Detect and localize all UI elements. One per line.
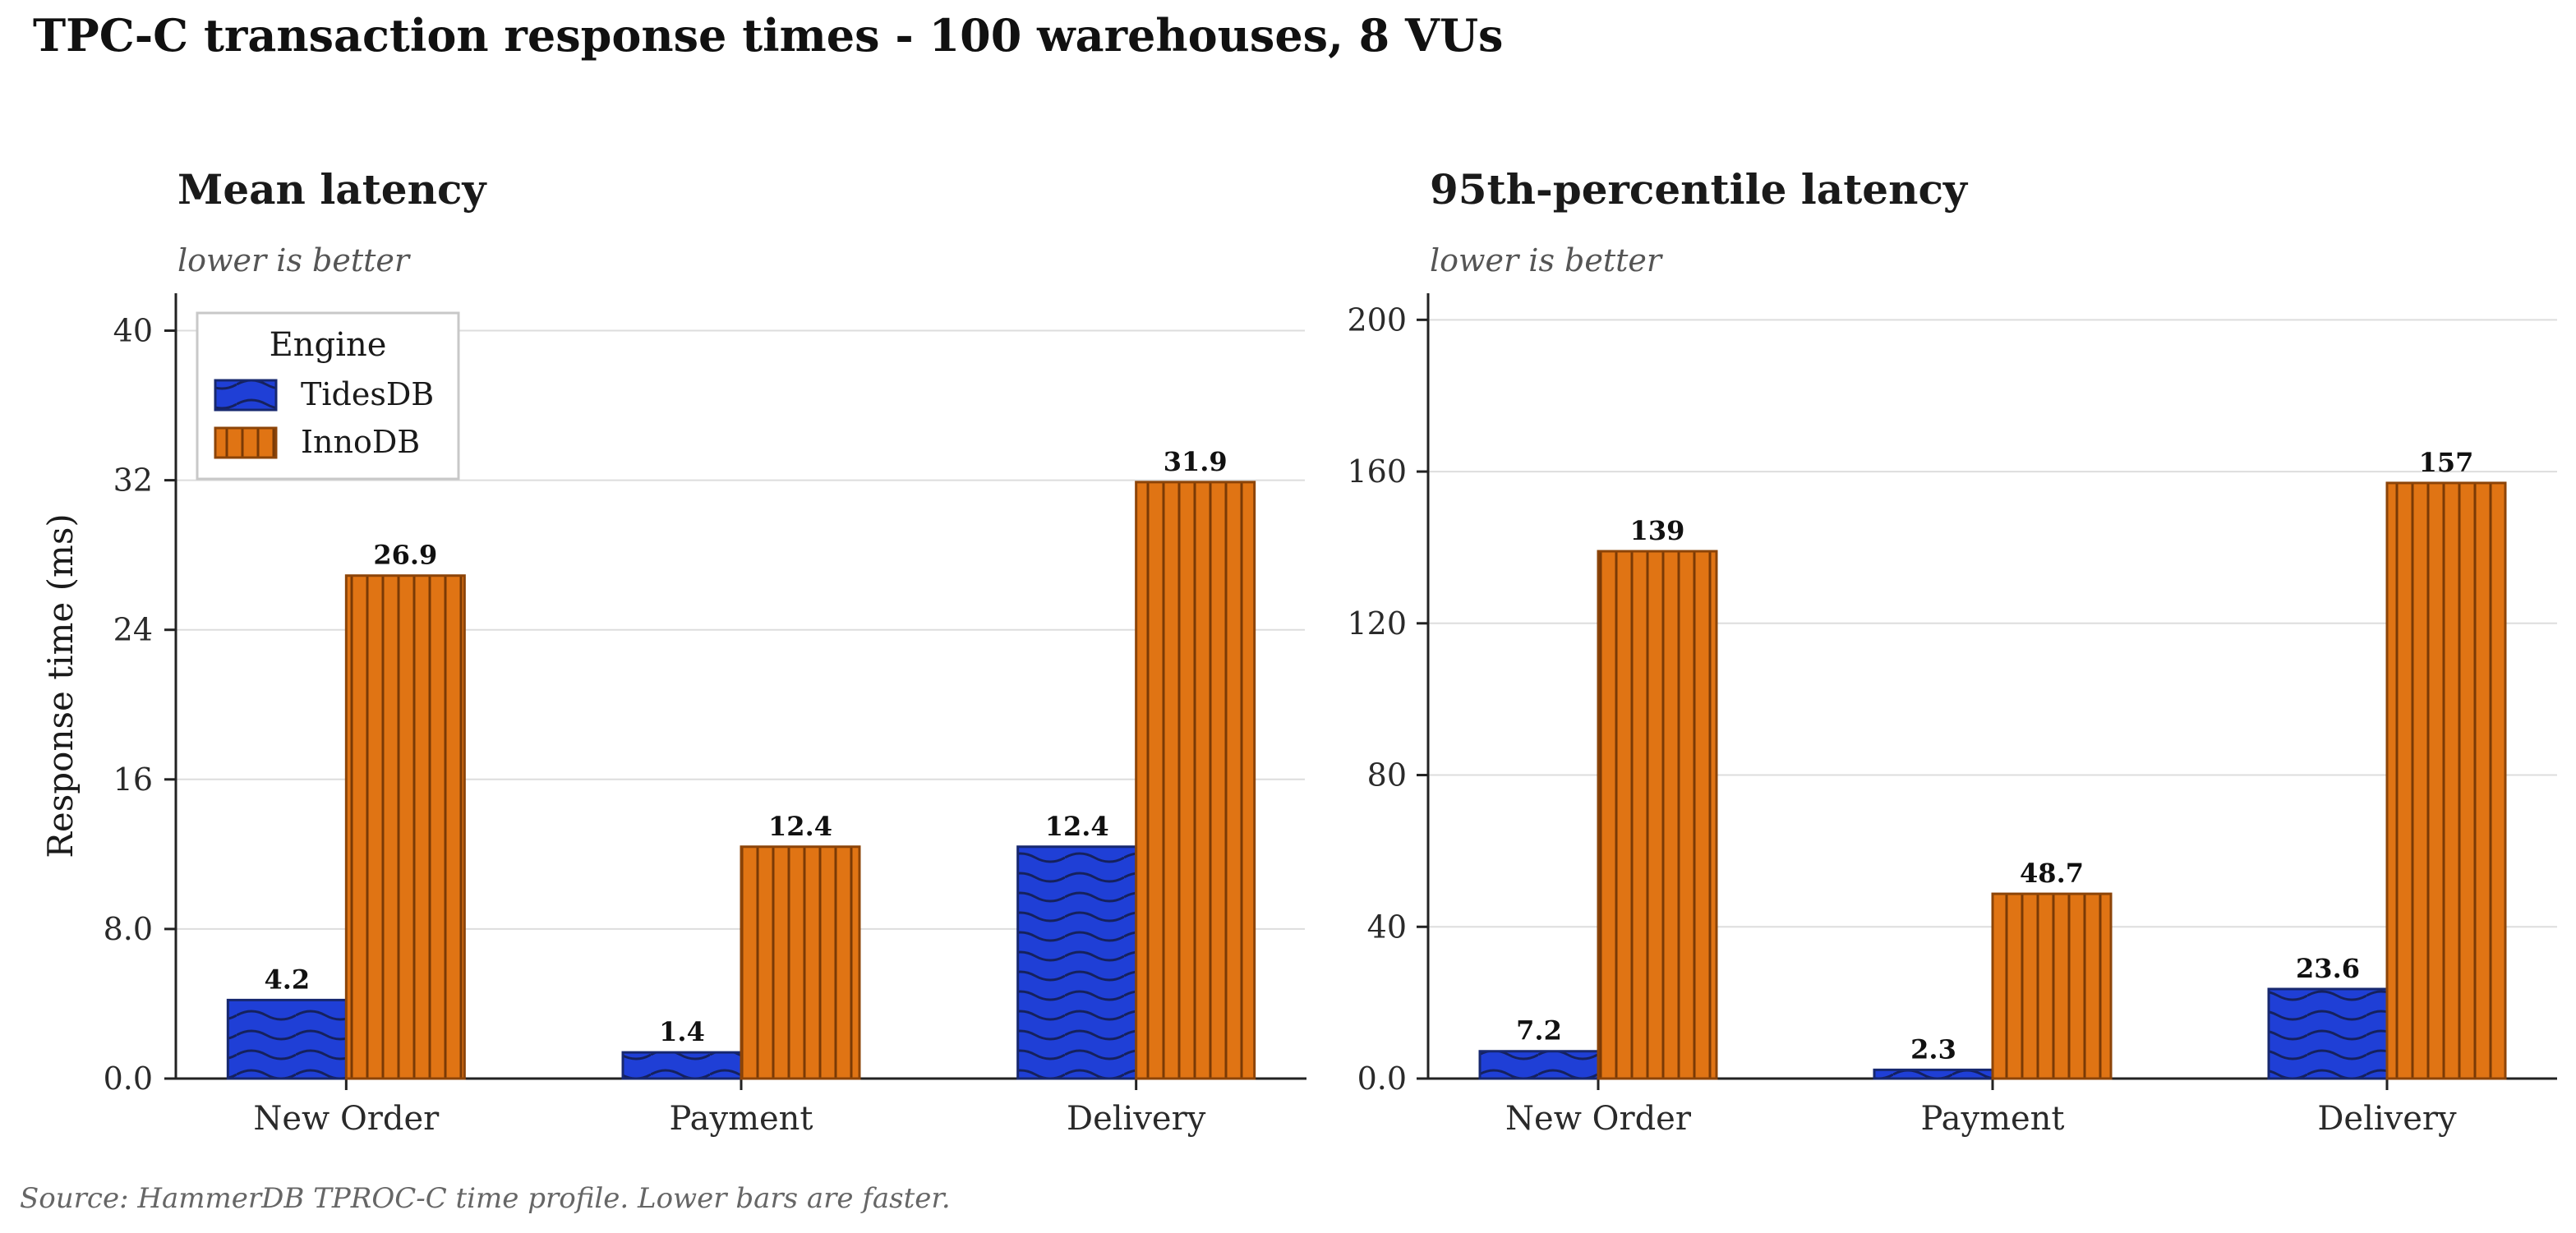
y-tick-label: 160	[1347, 453, 1407, 490]
bar-tidesdb-delivery-hatch	[2267, 987, 2389, 1080]
y-tick-label: 24	[113, 612, 153, 648]
legend-swatch-hatch-innodb	[214, 426, 278, 459]
chart-main-title: TPC-C transaction response times - 100 w…	[33, 9, 1503, 62]
panel-mean-latency: Mean latency lower is better 0.0 8.0 16 24 32 4…	[40, 165, 1306, 1138]
data-label-innodb-new-order: 26.9	[373, 540, 437, 571]
legend-label-tidesdb: TidesDB	[301, 376, 434, 412]
x-tick-label-delivery: Delivery	[2317, 1100, 2457, 1138]
panel-subtitle: lower is better	[1430, 242, 1664, 278]
legend-swatch-hatch-tidesdb	[214, 379, 278, 412]
bar-tidesdb-new-order-hatch	[1478, 1050, 1600, 1080]
data-label-tidesdb-payment: 1.4	[659, 1016, 705, 1047]
bar-tidesdb-payment-hatch	[1873, 1068, 1994, 1080]
y-tick-label: 16	[113, 761, 153, 798]
y-tick-label: 8.0	[104, 911, 153, 947]
panel-subtitle: lower is better	[177, 242, 412, 278]
x-tick-label-new-order: New Order	[253, 1100, 440, 1138]
bar-innodb-payment-hatch	[740, 845, 861, 1080]
bar-innodb-delivery-hatch	[2385, 481, 2507, 1080]
data-label-innodb-payment: 12.4	[768, 811, 832, 842]
bar-innodb-new-order-hatch	[1597, 550, 1718, 1080]
data-label-tidesdb-delivery: 23.6	[2296, 953, 2360, 984]
data-label-innodb-payment: 48.7	[2020, 858, 2084, 889]
y-tick-label: 40	[1367, 909, 1407, 945]
y-tick-label: 0.0	[1357, 1060, 1407, 1097]
data-label-innodb-delivery: 157	[2419, 447, 2474, 478]
bar-tidesdb-delivery-hatch	[1016, 845, 1138, 1080]
y-tick-label: 32	[113, 462, 153, 499]
data-label-tidesdb-payment: 2.3	[1910, 1033, 1956, 1065]
data-label-innodb-new-order: 139	[1630, 515, 1685, 546]
x-tick-label-delivery: Delivery	[1067, 1100, 1206, 1138]
legend: Engine TidesDB InnoDB	[196, 311, 460, 481]
y-tick-label: 200	[1347, 301, 1407, 338]
y-tick-label: 80	[1367, 757, 1407, 794]
panel-title: Mean latency	[177, 165, 487, 214]
bar-innodb-delivery-hatch	[1135, 481, 1256, 1080]
bar-tidesdb-payment-hatch	[621, 1051, 743, 1080]
y-tick-label: 40	[113, 313, 153, 349]
panel-title: 95th-percentile latency	[1430, 165, 1969, 214]
legend-title: Engine	[270, 326, 387, 364]
source-footnote: Source: HammerDB TPROC-C time profile. L…	[20, 1182, 951, 1215]
y-tick-label: 120	[1347, 605, 1407, 642]
y-tick-label: 0.0	[104, 1060, 153, 1097]
data-label-innodb-delivery: 31.9	[1164, 446, 1228, 477]
x-tick-label-new-order: New Order	[1505, 1100, 1692, 1138]
panel-p95-latency: 95th-percentile latency lower is better 0.…	[1347, 165, 2557, 1138]
x-tick-label-payment: Payment	[1921, 1100, 2065, 1138]
legend-label-innodb: InnoDB	[301, 424, 420, 460]
data-label-tidesdb-new-order: 7.2	[1516, 1015, 1562, 1047]
bar-innodb-payment-hatch	[1991, 892, 2113, 1080]
x-tick-label-payment: Payment	[670, 1100, 813, 1138]
y-axis-label: Response time (ms)	[40, 513, 81, 858]
bar-innodb-new-order-hatch	[344, 574, 466, 1080]
bar-tidesdb-new-order-hatch	[226, 998, 348, 1080]
data-label-tidesdb-new-order: 4.2	[264, 964, 310, 995]
data-label-tidesdb-delivery: 12.4	[1045, 811, 1109, 842]
